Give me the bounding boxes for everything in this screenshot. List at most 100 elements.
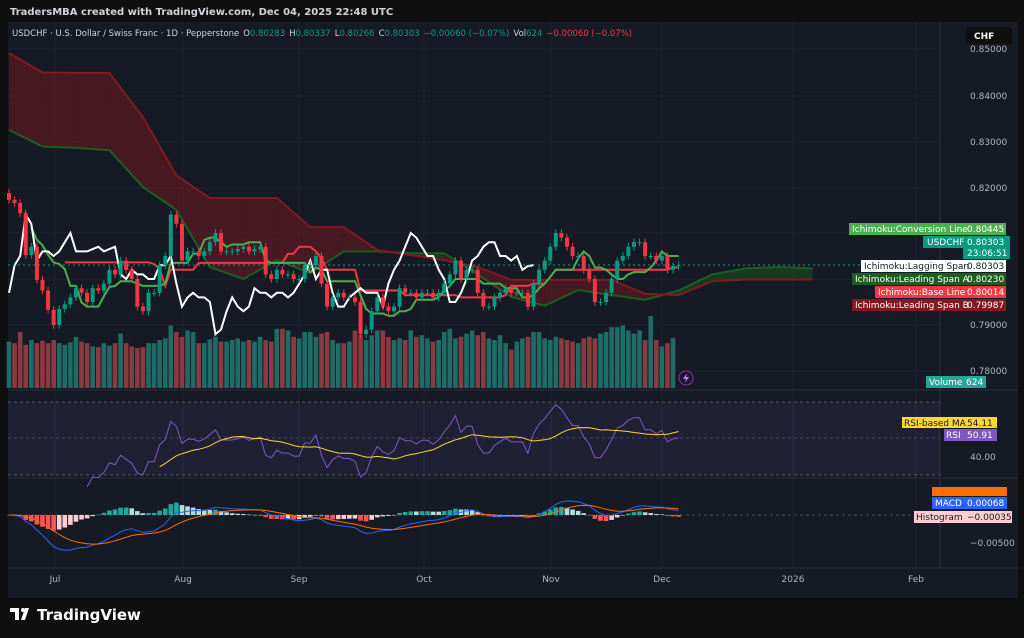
candle-body	[542, 260, 547, 270]
chart-panel	[8, 22, 1018, 598]
cloud-segment	[9, 53, 43, 147]
candles[interactable]	[7, 189, 681, 338]
candle-body	[665, 256, 670, 270]
candle-body	[146, 292, 151, 312]
histogram-bar	[592, 515, 598, 519]
svg-text:0.79987: 0.79987	[967, 301, 1004, 311]
cloud-segment	[712, 268, 746, 282]
volume-bar	[464, 333, 469, 388]
svg-text:50.91: 50.91	[967, 431, 993, 441]
volume-bar	[23, 344, 29, 388]
volume-bar	[62, 344, 68, 388]
candle-body	[135, 279, 140, 307]
volume-bar	[380, 330, 386, 388]
histogram-bar	[369, 515, 374, 520]
histogram-bar	[648, 513, 653, 515]
volume-bar	[536, 332, 542, 388]
candle-body	[174, 214, 179, 224]
volume-bar	[51, 340, 56, 388]
volume-bar	[196, 343, 202, 388]
candle-body	[659, 256, 664, 261]
candle-body	[397, 288, 402, 307]
histogram-bar	[464, 509, 469, 515]
tradingview-logo[interactable]: TradingView	[10, 606, 141, 624]
candle-body	[96, 288, 101, 291]
volume-bar	[190, 332, 196, 388]
volume-bar	[101, 343, 107, 388]
rsi-label: RSI 50.91	[944, 429, 997, 441]
candle-body	[587, 269, 592, 279]
candle-body	[29, 246, 34, 256]
volume-bar	[330, 340, 335, 388]
candle-body	[263, 246, 268, 275]
volume-bar	[6, 341, 12, 388]
svg-text:0.79000: 0.79000	[970, 321, 1007, 331]
time-axis[interactable]: Jul Aug Sep Oct Nov Dec 2026 Feb	[49, 575, 925, 585]
cloud-segment	[75, 72, 110, 151]
histogram-bar	[441, 511, 447, 515]
histogram-bar	[397, 512, 402, 515]
candle-body	[302, 265, 307, 279]
volume-label: Volume 624	[926, 376, 986, 388]
lightning-icon[interactable]	[678, 370, 694, 386]
histogram-bar	[224, 512, 229, 515]
candle-body	[347, 297, 352, 299]
svg-text:2026: 2026	[782, 575, 805, 585]
volume-bar	[670, 338, 676, 388]
currency-button[interactable]: CHF	[966, 27, 1012, 44]
svg-text:0.80303: 0.80303	[967, 238, 1004, 248]
histogram-bar	[257, 514, 263, 516]
candle-body	[124, 260, 129, 270]
candle-body	[604, 292, 609, 302]
candle-body	[537, 269, 542, 284]
candle-body	[436, 292, 441, 298]
leading-span-a-line	[8, 129, 813, 307]
volume-bar	[665, 343, 670, 388]
volume-bar	[291, 336, 296, 388]
histogram-bar	[218, 511, 224, 515]
candle-body	[336, 292, 341, 298]
symbol-legend[interactable]: USDCHF · U.S. Dollar / Swiss Franc · 1D …	[12, 29, 632, 39]
volume-bar	[397, 338, 402, 388]
histogram-bar	[391, 515, 397, 516]
histogram-bar	[547, 509, 553, 515]
leading-span-a-label: Ichimoku:Leading Span A0.80230	[852, 273, 1006, 285]
volume-bar	[564, 340, 570, 388]
candle-body	[570, 246, 575, 256]
volume-bar	[475, 335, 481, 388]
volume-bar	[118, 333, 123, 388]
histogram-bar	[659, 514, 665, 515]
candle-body	[581, 256, 586, 270]
volume-bar	[319, 333, 324, 388]
candle-body	[79, 288, 84, 293]
candle-body	[23, 213, 28, 256]
svg-text:0.80014: 0.80014	[967, 288, 1004, 298]
histogram-bar	[90, 515, 95, 517]
cloud-segment	[745, 267, 780, 280]
macd-axis-label: −0.00500	[970, 539, 1015, 549]
histogram-bar	[352, 515, 358, 519]
price-axis[interactable]: 0.85000 0.84000 0.83000 0.82000 0.79000 …	[970, 45, 1007, 377]
volume-bar	[603, 332, 609, 388]
volume-bar	[168, 325, 174, 388]
volume-bar	[68, 342, 73, 388]
candle-body	[470, 269, 475, 271]
svg-text:0.85000: 0.85000	[970, 45, 1007, 55]
svg-text:Ichimoku:Leading Span A: Ichimoku:Leading Span A	[855, 275, 970, 285]
histogram-bar	[146, 513, 151, 515]
ichimoku-cloud	[8, 52, 813, 307]
svg-text:Feb: Feb	[908, 575, 924, 585]
candle-body	[369, 311, 374, 330]
histogram-bar	[330, 515, 335, 520]
volume-bar	[648, 316, 653, 388]
volume-bar	[481, 332, 486, 388]
svg-text:USDCHF: USDCHF	[927, 238, 964, 248]
histogram-bar	[553, 507, 559, 515]
volume-bar	[620, 325, 626, 388]
candle-body	[40, 279, 45, 291]
volume-bar	[369, 335, 374, 388]
candle-body	[648, 256, 653, 257]
volume-bar	[642, 340, 648, 388]
histogram-bar	[564, 507, 570, 515]
